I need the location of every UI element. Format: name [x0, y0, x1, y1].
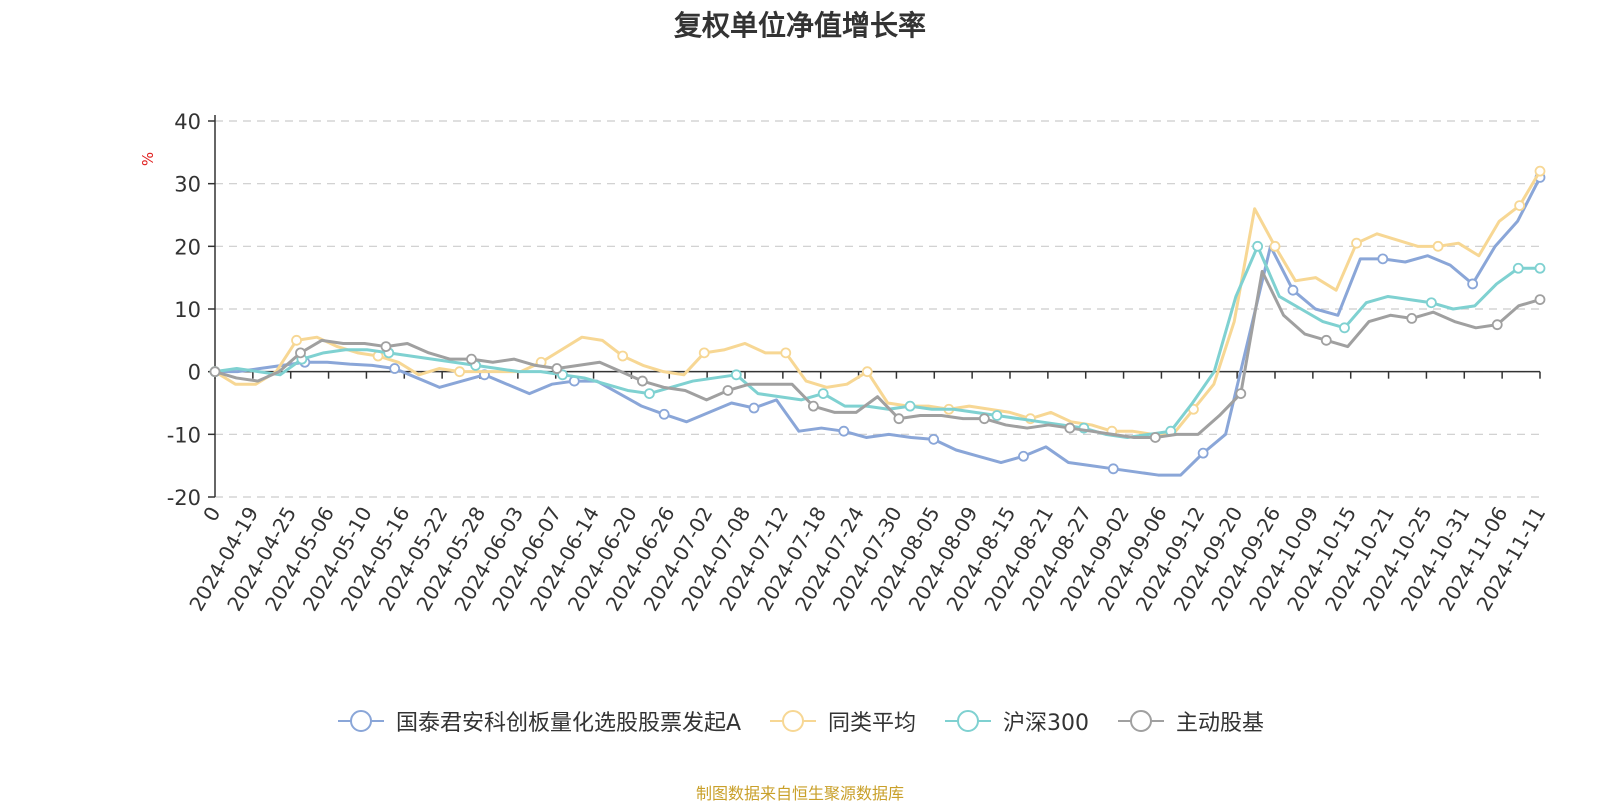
- data-point: [1064, 422, 1076, 434]
- y-tick-label: -10: [167, 423, 201, 447]
- data-point: [748, 402, 760, 414]
- data-point: [1252, 240, 1264, 252]
- data-point: [644, 388, 655, 400]
- line-chart: -20-1001020304002024-04-192024-04-252024…: [167, 110, 1551, 615]
- series-line-3: [214, 269, 1541, 439]
- legend-marker-icon: [945, 710, 992, 732]
- data-point: [1512, 262, 1524, 274]
- data-point: [380, 341, 392, 353]
- data-point: [928, 433, 940, 445]
- data-point: [209, 366, 221, 378]
- data-point: [1514, 200, 1526, 212]
- y-tick-label: 10: [174, 298, 201, 322]
- data-point: [454, 366, 466, 378]
- data-point: [780, 347, 792, 359]
- data-point: [1107, 463, 1119, 475]
- data-point: [1149, 432, 1161, 443]
- data-point: [904, 400, 916, 412]
- data-point: [658, 408, 670, 420]
- legend-label: 主动股基: [1176, 711, 1265, 736]
- data-point: [1197, 447, 1209, 459]
- data-point: [722, 385, 734, 396]
- data-point: [978, 413, 990, 425]
- data-point: [1320, 334, 1332, 346]
- y-tick-label: 30: [174, 173, 201, 197]
- data-point: [295, 347, 306, 359]
- data-point: [991, 410, 1003, 421]
- data-point: [637, 375, 648, 387]
- y-tick-label: -20: [167, 486, 201, 510]
- y-tick-label: 0: [188, 361, 201, 385]
- chart-title: 复权单位净值增长率: [673, 9, 926, 42]
- data-point: [1018, 450, 1029, 462]
- data-point: [1432, 240, 1444, 252]
- data-point: [1406, 312, 1418, 324]
- legend-item-fund[interactable]: 国泰君安科创板量化选股股票发起A: [336, 705, 741, 737]
- legend: 国泰君安科创板量化选股股票发起A 同类平均 沪深300 主动股基: [0, 705, 1600, 739]
- data-point: [893, 413, 905, 425]
- y-tick-label: 40: [174, 110, 201, 134]
- data-point: [1235, 388, 1247, 400]
- data-point: [551, 363, 563, 374]
- y-tick-label: 20: [174, 235, 201, 259]
- data-point: [291, 334, 302, 346]
- legend-marker-icon: [337, 710, 384, 732]
- legend-label: 国泰君安科创板量化选股股票发起A: [395, 711, 742, 736]
- legend-label: 沪深300: [1003, 711, 1090, 736]
- data-point: [617, 350, 629, 362]
- data-point: [807, 400, 819, 412]
- series-line-0: [215, 176, 1542, 477]
- legend-item-active-equity[interactable]: 主动股基: [1116, 705, 1264, 737]
- data-point: [1534, 294, 1546, 306]
- data-point: [838, 425, 850, 437]
- data-point: [698, 347, 710, 359]
- data-point: [1351, 237, 1362, 249]
- data-point: [1269, 240, 1281, 252]
- data-point: [1339, 322, 1350, 334]
- data-point: [1377, 253, 1389, 265]
- x-tick-label: 0: [198, 503, 225, 526]
- data-point: [466, 353, 477, 365]
- data-point: [1491, 319, 1503, 331]
- data-point: [1425, 297, 1437, 309]
- data-point: [1534, 262, 1546, 274]
- legend-item-csi300[interactable]: 沪深300: [943, 705, 1089, 737]
- legend-marker-icon: [1118, 710, 1165, 732]
- series-line-1: [214, 170, 1542, 436]
- data-point: [1467, 278, 1479, 290]
- legend-item-peer-average[interactable]: 同类平均: [768, 705, 916, 737]
- legend-marker-icon: [770, 710, 817, 732]
- data-point: [1287, 284, 1299, 296]
- data-source-note: 制图数据来自恒生聚源数据库: [695, 784, 904, 803]
- data-point: [1534, 165, 1546, 177]
- data-point: [730, 369, 742, 381]
- series-line-2: [214, 244, 1540, 439]
- data-point: [861, 366, 873, 378]
- data-point: [817, 388, 829, 400]
- legend-label: 同类平均: [828, 711, 917, 736]
- data-point: [389, 363, 401, 374]
